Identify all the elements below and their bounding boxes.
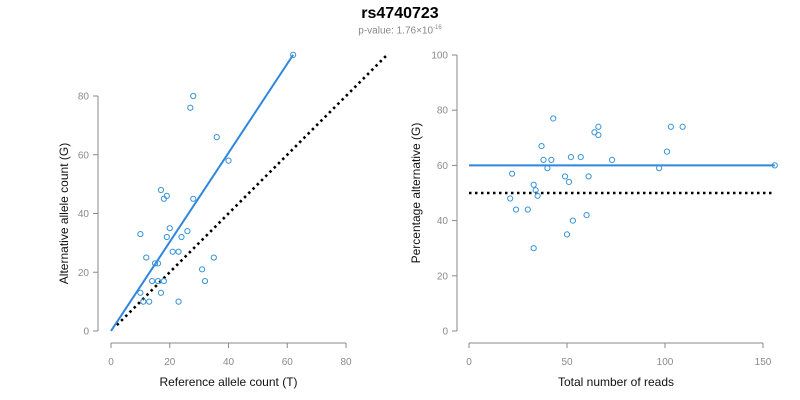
x-axis-label: Total number of reads	[558, 375, 674, 389]
data-point	[149, 277, 156, 285]
fit-line	[110, 54, 294, 332]
data-point	[550, 115, 557, 122]
y-tick-label: 100	[431, 51, 448, 62]
data-point	[154, 260, 162, 267]
y-tick-label: 40	[78, 209, 90, 220]
y-tick-label: 80	[437, 106, 449, 117]
data-point	[137, 230, 144, 238]
x-tick-label: 50	[561, 357, 573, 368]
x-axis-label: Reference allele count (T)	[159, 375, 297, 389]
data-point	[160, 195, 167, 202]
data-point	[137, 289, 144, 296]
data-point	[225, 157, 232, 164]
data-point	[169, 248, 176, 255]
x-tick-label: 100	[657, 357, 674, 368]
y-tick-label: 0	[442, 327, 448, 338]
data-point	[187, 104, 194, 111]
data-point	[595, 131, 602, 139]
data-point	[163, 192, 170, 199]
data-point	[146, 298, 153, 305]
data-point	[160, 277, 167, 285]
data-point	[290, 51, 297, 58]
pvalue-subtitle: p-value: 1.76×10-16	[0, 25, 800, 36]
allele-count-scatter-panel: 0 20 40 60 80 0 20 40 60 80 Reference allele count…	[57, 51, 389, 389]
data-point	[190, 92, 197, 100]
data-point	[175, 298, 182, 305]
chart-title: rs4740723	[361, 5, 439, 22]
data-point	[538, 142, 545, 150]
x-tick-label: 60	[282, 357, 294, 368]
data-point	[184, 228, 191, 235]
data-point	[608, 156, 616, 163]
data-point	[532, 187, 539, 194]
data-point	[157, 289, 165, 296]
data-point	[140, 298, 147, 305]
y-tick-label: 60	[437, 161, 449, 172]
data-point	[561, 173, 569, 180]
data-point	[540, 156, 547, 163]
data-point	[210, 254, 217, 261]
y-tick-label: 40	[437, 216, 449, 227]
data-point	[548, 156, 555, 163]
data-point	[679, 123, 686, 130]
data-point	[507, 195, 514, 202]
pvalue-text: p-value: 1.76×10	[358, 25, 434, 37]
y-tick-label: 20	[78, 268, 90, 279]
x-tick-label: 0	[466, 357, 472, 368]
data-point	[583, 211, 590, 219]
data-point	[567, 154, 575, 161]
data-point	[530, 245, 537, 252]
data-point	[530, 181, 537, 188]
y-tick-label: 0	[83, 327, 89, 338]
data-point	[163, 233, 170, 241]
data-point	[585, 173, 592, 180]
data-point	[577, 154, 584, 161]
y-axis-label: Percentage alternative (G)	[409, 123, 423, 264]
data-point	[151, 260, 159, 267]
data-point	[157, 186, 165, 194]
x-tick-label: 40	[223, 357, 235, 368]
data-point	[771, 162, 778, 169]
data-point	[565, 178, 573, 186]
data-point	[509, 170, 516, 177]
y-tick-label: 80	[78, 92, 90, 103]
data-point	[544, 165, 551, 172]
data-point	[201, 277, 209, 285]
percentage-alternative-scatter-panel: 0 50 100 150 0 20 40 60 80 100 Total number of rea…	[409, 51, 778, 389]
data-point	[534, 192, 541, 199]
data-point	[563, 231, 571, 238]
reference-dotted-line	[115, 53, 389, 327]
data-point	[663, 148, 671, 155]
y-axis-label: Alternative allele count (G)	[57, 143, 71, 284]
data-point	[154, 277, 162, 285]
x-tick-label: 150	[755, 357, 772, 368]
y-tick-label: 60	[78, 150, 90, 161]
data-point	[190, 195, 197, 202]
data-point	[595, 123, 602, 130]
data-point	[213, 134, 220, 141]
data-point	[198, 266, 206, 273]
pvalue-exponent: -16	[433, 25, 442, 31]
data-point	[178, 233, 185, 241]
x-tick-label: 80	[340, 357, 352, 368]
data-point	[512, 206, 520, 213]
data-point	[656, 165, 663, 172]
data-point	[569, 217, 576, 224]
x-tick-label: 0	[108, 357, 114, 368]
data-point	[143, 254, 150, 261]
data-point	[175, 248, 182, 255]
x-tick-label: 20	[164, 357, 176, 368]
data-point	[166, 225, 173, 232]
y-tick-label: 20	[437, 271, 449, 282]
data-point	[667, 123, 674, 130]
data-point	[524, 206, 531, 213]
